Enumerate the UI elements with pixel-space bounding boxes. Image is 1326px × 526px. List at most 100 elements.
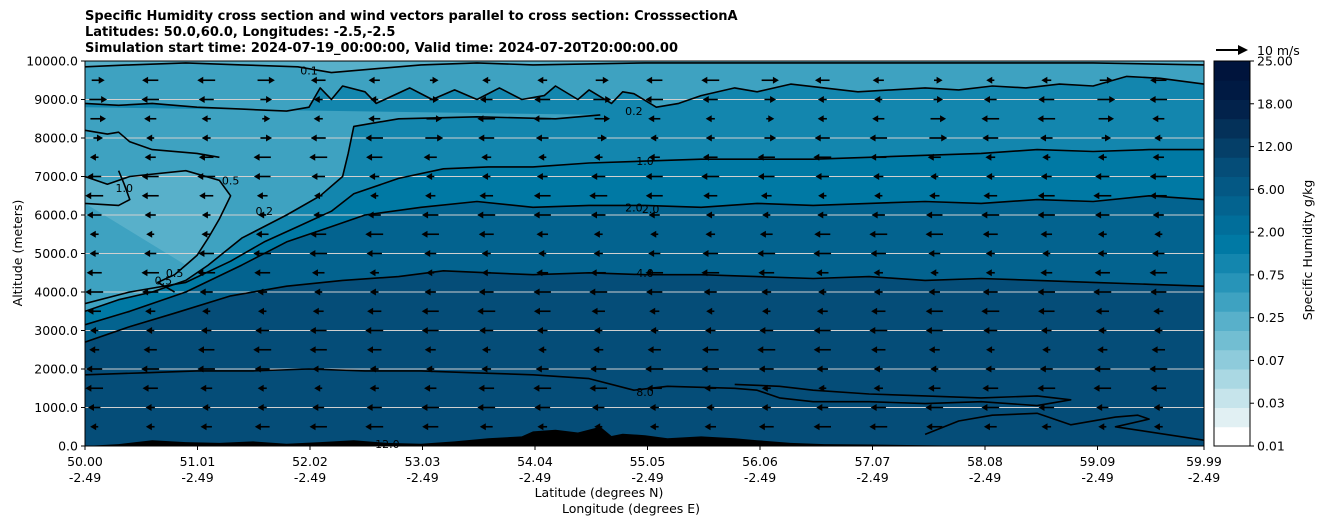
wind-arrow	[871, 346, 886, 354]
wind-arrow-head	[871, 346, 878, 354]
wind-arrow	[312, 307, 324, 315]
wind-arrow-head	[424, 250, 431, 257]
wind-arrow-head	[705, 134, 712, 142]
wind-arrow	[201, 327, 212, 334]
wind-arrow	[365, 230, 384, 238]
wind-arrow	[257, 288, 268, 296]
wind-arrow-head	[309, 327, 316, 334]
wind-arrow-head	[589, 192, 596, 200]
x-tick-label-lat: 52.02	[292, 454, 328, 469]
wind-arrow-head	[702, 250, 709, 257]
chart-title-line-3: Simulation start time: 2024-07-19_00:00:…	[85, 41, 678, 56]
wind-arrow-head	[926, 211, 933, 219]
wind-arrow	[1037, 192, 1055, 200]
wind-arrow	[1149, 269, 1168, 277]
wind-arrow-head	[650, 327, 657, 334]
wind-arrow-head	[144, 153, 151, 161]
wind-arrow	[536, 269, 549, 277]
wind-arrow	[759, 230, 773, 238]
wind-arrow-head	[869, 423, 876, 431]
wind-arrow-head	[646, 288, 653, 296]
wind-arrow-head	[1109, 96, 1116, 103]
wind-arrow	[314, 384, 323, 392]
x-tick-label-lon: -2.49	[406, 470, 438, 485]
wind-arrow-head	[758, 269, 765, 277]
wind-arrow-head	[870, 153, 877, 161]
wind-arrow	[1098, 423, 1107, 431]
terrain	[85, 426, 1204, 446]
wind-arrow-head	[593, 230, 600, 238]
wind-arrow-head	[757, 346, 764, 354]
wind-arrow	[872, 115, 885, 123]
wind-arrow-head	[647, 346, 654, 354]
wind-arrow-head	[705, 115, 712, 123]
wind-arrow-head	[1040, 230, 1047, 238]
wind-arrow	[424, 250, 437, 257]
wind-arrow-head	[1041, 327, 1048, 334]
wind-arrow-head	[197, 269, 204, 277]
wind-arrow	[144, 211, 156, 219]
wind-arrow	[258, 211, 267, 219]
wind-arrow	[198, 346, 215, 354]
wind-arrow-head	[873, 269, 880, 277]
wind-arrow	[144, 115, 157, 123]
chart-title-line-1: Specific Humidity cross section and wind…	[85, 9, 738, 24]
wind-arrow	[646, 384, 662, 392]
wind-arrow	[762, 307, 771, 315]
wind-arrow-head	[593, 346, 600, 354]
wind-arrow-head	[874, 192, 881, 200]
wind-arrow-head	[926, 423, 933, 431]
wind-arrow	[1093, 384, 1112, 392]
wind-arrow-head	[814, 230, 821, 238]
wind-arrow	[479, 96, 493, 103]
wind-arrow-head	[1037, 115, 1044, 123]
wind-arrow	[89, 96, 108, 103]
wind-arrow	[1041, 327, 1052, 334]
wind-arrow	[757, 250, 776, 257]
wind-arrow-head	[648, 211, 655, 219]
wind-arrow-head	[437, 134, 444, 142]
wind-arrow	[870, 153, 887, 161]
wind-arrow	[369, 288, 379, 296]
wind-arrow	[815, 173, 830, 180]
wind-arrow-head	[702, 96, 709, 103]
wind-arrow-head	[1108, 115, 1115, 123]
wind-arrow	[816, 404, 829, 411]
wind-arrow	[647, 346, 661, 354]
wind-arrow	[365, 134, 383, 142]
wind-arrow-head	[1040, 269, 1047, 277]
wind-arrow-head	[1149, 96, 1156, 103]
wind-arrow	[538, 346, 547, 354]
wind-arrow	[533, 288, 551, 296]
wind-arrow-head	[479, 192, 486, 200]
wind-arrow-head	[257, 384, 264, 392]
wind-arrow-head	[1149, 192, 1156, 200]
wind-arrow	[538, 153, 547, 161]
wind-arrow	[869, 423, 888, 431]
wind-arrow	[818, 384, 827, 392]
field-band-8	[85, 270, 1204, 446]
x-tick-label-lat: 59.99	[1186, 454, 1222, 469]
wind-arrow-head	[367, 211, 374, 219]
wind-arrow	[648, 115, 661, 123]
wind-arrow-head	[594, 423, 601, 431]
wind-arrow	[871, 211, 885, 219]
wind-arrow-head	[1041, 76, 1048, 84]
wind-arrow	[533, 115, 552, 123]
wind-arrow	[986, 76, 995, 84]
wind-arrow-head	[925, 230, 932, 238]
wind-arrow-head	[1150, 384, 1157, 392]
wind-arrow	[874, 96, 883, 103]
colorbar-segment	[1214, 426, 1250, 447]
wind-arrow-head	[1037, 211, 1044, 219]
wind-arrow-head	[601, 134, 608, 142]
wind-arrow	[313, 211, 324, 219]
wind-arrow-head	[142, 76, 149, 84]
wind-arrow-head	[141, 173, 148, 180]
wind-arrow-head	[1040, 173, 1047, 180]
wind-arrow	[982, 134, 999, 142]
wind-arrow	[1097, 250, 1107, 257]
wind-arrow	[648, 211, 660, 219]
wind-arrow	[256, 192, 268, 200]
wind-arrow-head	[146, 230, 153, 238]
